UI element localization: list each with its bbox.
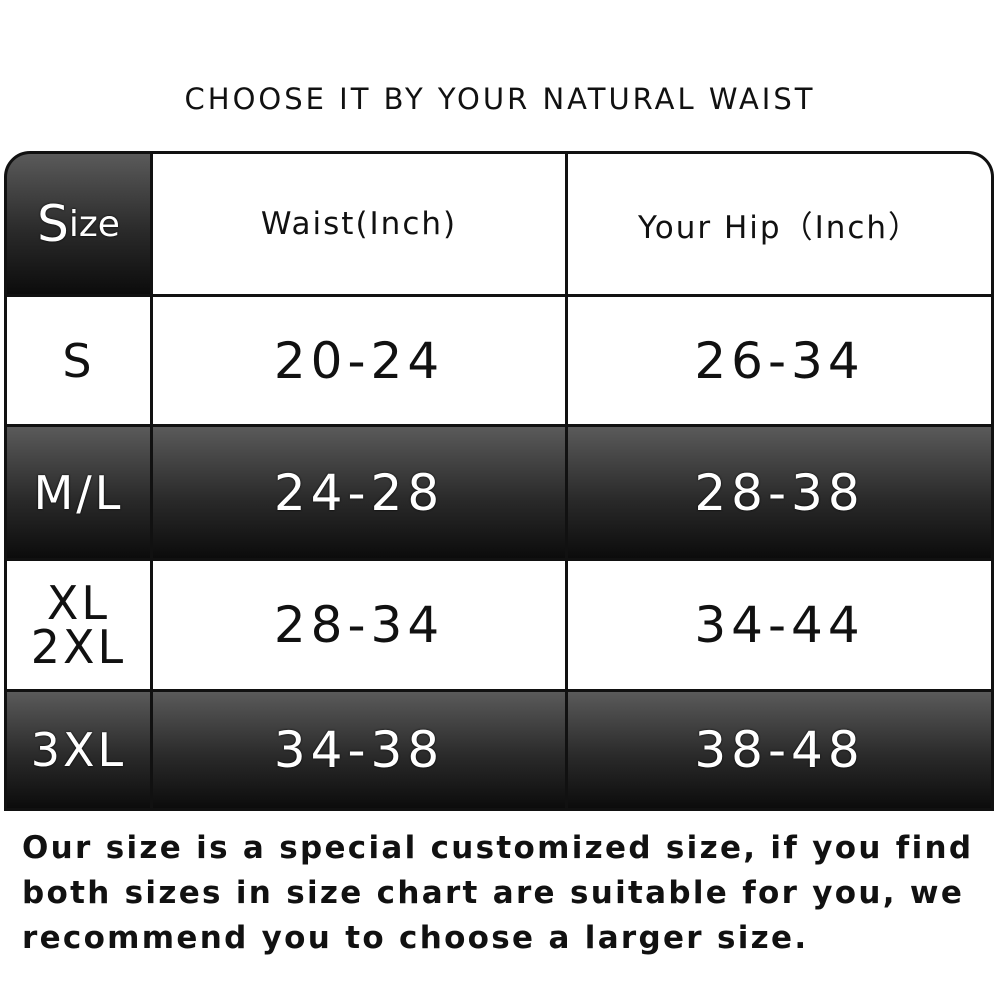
row-3xl-hip: 38-48 bbox=[568, 692, 991, 808]
row-ml-size: M/L bbox=[7, 427, 150, 558]
header-waist: Waist(Inch) bbox=[153, 154, 565, 294]
row-s-size: S bbox=[7, 297, 150, 424]
row-ml-hip: 28-38 bbox=[568, 427, 991, 558]
chart-title: CHOOSE IT BY YOUR NATURAL WAIST bbox=[184, 82, 816, 116]
header-size-rest: ize bbox=[68, 203, 120, 245]
row-xl-size: XL 2XL bbox=[7, 561, 150, 689]
size-note: Our size is a special customized size, i… bbox=[22, 830, 974, 956]
row-s-waist: 20-24 bbox=[153, 297, 565, 424]
row-s-hip: 26-34 bbox=[568, 297, 991, 424]
row-3xl-size: 3XL bbox=[7, 692, 150, 808]
row-ml-waist: 24-28 bbox=[153, 427, 565, 558]
row-xl-waist: 28-34 bbox=[153, 561, 565, 689]
header-size-initial: S bbox=[37, 195, 69, 253]
header-hip: Your Hip（Inch） bbox=[568, 154, 991, 294]
row-xl-hip: 34-44 bbox=[568, 561, 991, 689]
row-3xl-waist: 34-38 bbox=[153, 692, 565, 808]
